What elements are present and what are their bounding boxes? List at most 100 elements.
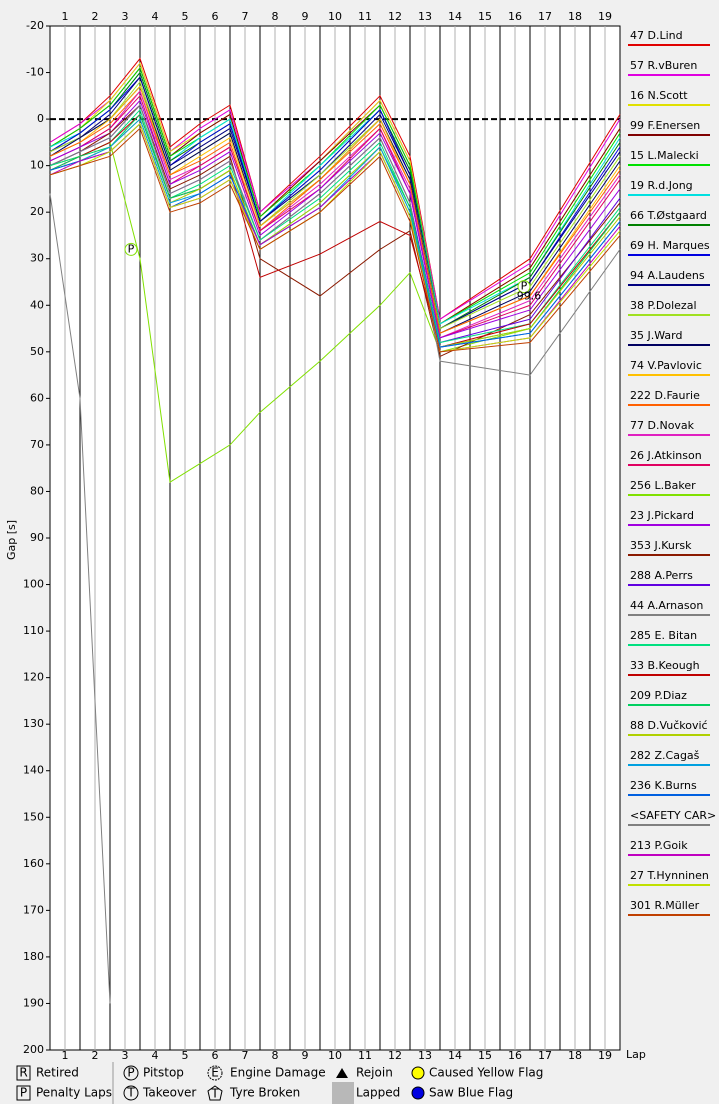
key-circle bbox=[207, 1065, 223, 1081]
x-tick-label: 16 bbox=[508, 1049, 522, 1062]
x-tick-label: 5 bbox=[182, 10, 189, 23]
y-tick-label: 100 bbox=[23, 578, 44, 591]
x-tick-label: 10 bbox=[328, 10, 342, 23]
legend-label: 285 E. Bitan bbox=[630, 629, 697, 642]
legend-label: 16 N.Scott bbox=[630, 89, 688, 102]
legend-label: 88 D.Vučković bbox=[630, 719, 708, 732]
legend-label: 19 R.d.Jong bbox=[630, 179, 693, 192]
x-tick-label: 9 bbox=[302, 10, 309, 23]
x-tick-label: 11 bbox=[358, 1049, 372, 1062]
legend-label: 222 D.Faurie bbox=[630, 389, 700, 402]
key-symbol: R bbox=[19, 1066, 27, 1080]
x-tick-label: 15 bbox=[478, 10, 492, 23]
y-tick-label: 160 bbox=[23, 857, 44, 870]
x-tick-label: 3 bbox=[122, 1049, 129, 1062]
x-tick-label: 12 bbox=[388, 1049, 402, 1062]
y-tick-label: 90 bbox=[30, 531, 44, 544]
legend-label: <SAFETY CAR> bbox=[630, 809, 716, 822]
legend-label: 94 A.Laudens bbox=[630, 269, 705, 282]
key-square bbox=[332, 1082, 354, 1104]
x-tick-label: 9 bbox=[302, 1049, 309, 1062]
legend-label: 15 L.Malecki bbox=[630, 149, 699, 162]
legend-label: 209 P.Diaz bbox=[630, 689, 687, 702]
y-tick-label: 0 bbox=[37, 112, 44, 125]
x-tick-label: 16 bbox=[508, 10, 522, 23]
y-tick-label: 20 bbox=[30, 205, 44, 218]
annotation-symbol: P bbox=[521, 280, 528, 293]
x-tick-label: 6 bbox=[212, 10, 219, 23]
x-tick-label: 13 bbox=[418, 1049, 432, 1062]
x-tick-label: 7 bbox=[242, 1049, 249, 1062]
key-box bbox=[16, 1065, 31, 1081]
key-label: Rejoin bbox=[356, 1066, 393, 1080]
legend-label: 256 L.Baker bbox=[630, 479, 696, 492]
x-tick-label: 8 bbox=[272, 1049, 279, 1062]
key-symbol: P bbox=[127, 1066, 134, 1080]
y-tick-label: 30 bbox=[30, 252, 44, 265]
key-symbol: T bbox=[126, 1086, 135, 1100]
key-label: Caused Yellow Flag bbox=[429, 1066, 543, 1080]
legend-label: 282 Z.Cagaš bbox=[630, 749, 700, 762]
x-tick-label: 4 bbox=[152, 1049, 159, 1062]
y-tick-label: 120 bbox=[23, 671, 44, 684]
key-box bbox=[16, 1085, 31, 1101]
key-dot bbox=[411, 1086, 425, 1100]
key-label: Engine Damage bbox=[230, 1066, 326, 1080]
key-pentagon bbox=[207, 1085, 223, 1101]
legend-label: 26 J.Atkinson bbox=[630, 449, 702, 462]
annotation-symbol: P bbox=[128, 242, 135, 255]
x-tick-label: 14 bbox=[448, 10, 462, 23]
legend-label: 99 F.Enersen bbox=[630, 119, 700, 132]
x-tick-label: 1 bbox=[62, 10, 69, 23]
x-tick-label: 2 bbox=[92, 1049, 99, 1062]
series-line bbox=[49, 108, 621, 344]
x-tick-label: 15 bbox=[478, 1049, 492, 1062]
key-circle bbox=[123, 1065, 139, 1081]
y-tick-label: 40 bbox=[30, 298, 44, 311]
key-dot bbox=[411, 1066, 425, 1080]
key-symbol: E bbox=[211, 1066, 219, 1080]
x-tick-label: 17 bbox=[538, 1049, 552, 1062]
x-axis-label: Lap bbox=[626, 1048, 646, 1061]
x-tick-label: 13 bbox=[418, 10, 432, 23]
x-tick-label: 8 bbox=[272, 10, 279, 23]
x-tick-label: 19 bbox=[598, 10, 612, 23]
y-tick-label: 50 bbox=[30, 345, 44, 358]
key-label: Takeover bbox=[142, 1086, 196, 1100]
x-tick-label: 6 bbox=[212, 1049, 219, 1062]
key-label: Lapped bbox=[356, 1086, 400, 1100]
annotation-label: 99.6 bbox=[517, 290, 542, 303]
legend-label: 33 B.Keough bbox=[630, 659, 700, 672]
y-tick-label: 190 bbox=[23, 996, 44, 1009]
y-tick-label: -20 bbox=[26, 19, 44, 32]
key-triangle bbox=[336, 1068, 348, 1078]
x-tick-label: 2 bbox=[92, 10, 99, 23]
y-tick-label: 170 bbox=[23, 903, 44, 916]
legend-label: 213 P.Goik bbox=[630, 839, 688, 852]
legend-label: 27 T.Hynninen bbox=[630, 869, 709, 882]
series-line bbox=[49, 99, 621, 339]
y-tick-label: 180 bbox=[23, 950, 44, 963]
legend-label: 301 R.Müller bbox=[630, 899, 700, 912]
series-line bbox=[49, 90, 621, 334]
y-tick-label: -10 bbox=[26, 66, 44, 79]
x-tick-label: 7 bbox=[242, 10, 249, 23]
x-tick-label: 5 bbox=[182, 1049, 189, 1062]
legend-label: 69 H. Marques bbox=[630, 239, 710, 252]
plot bbox=[49, 26, 621, 1050]
x-tick-label: 4 bbox=[152, 10, 159, 23]
legend-label: 236 K.Burns bbox=[630, 779, 697, 792]
annotation-marker bbox=[124, 242, 138, 256]
series-line bbox=[49, 127, 621, 353]
y-tick-label: 60 bbox=[30, 391, 44, 404]
legend-label: 44 A.Arnason bbox=[630, 599, 703, 612]
x-tick-label: 12 bbox=[388, 10, 402, 23]
legend-label: 66 T.Østgaard bbox=[630, 209, 707, 222]
x-tick-label: 3 bbox=[122, 10, 129, 23]
key-circle bbox=[123, 1085, 139, 1101]
legend-label: 74 V.Pavlovic bbox=[630, 359, 702, 372]
y-tick-label: 10 bbox=[30, 159, 44, 172]
series-line bbox=[49, 141, 621, 483]
series-line bbox=[49, 193, 111, 1004]
